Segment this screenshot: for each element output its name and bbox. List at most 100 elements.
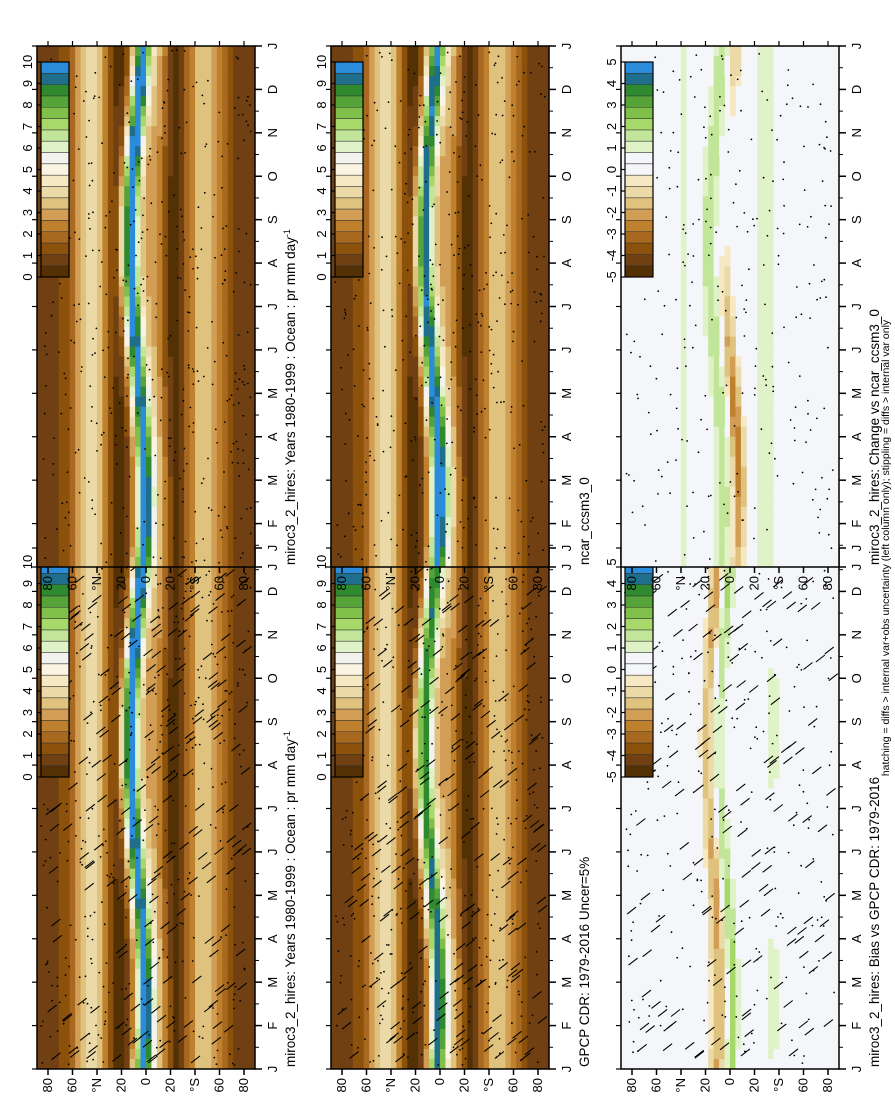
heat-cell <box>331 1058 337 1069</box>
heat-cell <box>102 737 109 749</box>
heat-cell <box>429 727 435 739</box>
heat-cell <box>238 858 245 869</box>
heat-cell <box>494 597 501 609</box>
heat-cell <box>249 717 256 729</box>
heat-cell <box>390 697 397 709</box>
heat-cell <box>521 627 528 639</box>
heat-cell <box>135 577 141 589</box>
heat-cell <box>124 928 131 939</box>
heat-cell <box>162 1048 169 1059</box>
heat-cell <box>407 1058 414 1069</box>
heat-cell <box>396 647 403 659</box>
heat-cell <box>429 607 435 619</box>
heat-cell <box>434 758 441 769</box>
heat-cell <box>156 647 163 659</box>
heat-cell <box>80 928 87 939</box>
heat-cell <box>331 828 337 839</box>
heat-cell <box>450 838 457 849</box>
heat-cell <box>222 737 229 749</box>
heat-cell <box>543 687 550 699</box>
heat-cell <box>146 878 152 889</box>
heat-cell <box>205 1008 212 1019</box>
heat-cell <box>135 838 141 849</box>
heat-cell <box>96 988 103 999</box>
heat-cell <box>53 818 60 829</box>
heat-cell <box>135 717 141 729</box>
hatch-line <box>188 825 199 834</box>
heat-cell <box>156 1058 163 1069</box>
heat-cell <box>450 868 457 879</box>
heat-cell <box>227 858 234 869</box>
heat-cell <box>205 898 212 909</box>
heat-cell <box>450 587 457 599</box>
heat-cell <box>211 898 218 909</box>
heat-cell <box>456 737 463 749</box>
heat-cell <box>418 727 425 739</box>
heat-cell <box>483 788 490 799</box>
heat-cell <box>450 918 457 929</box>
heat-cell <box>385 737 392 749</box>
heat-cell <box>184 677 190 689</box>
heat-cell <box>118 647 125 659</box>
hatch-line <box>102 754 112 763</box>
heat-cell <box>467 988 474 999</box>
heat-cell <box>146 778 152 789</box>
heat-cell <box>516 667 523 679</box>
heat-cell <box>489 978 495 989</box>
stipple-dot <box>214 826 217 829</box>
heat-cell <box>472 838 479 849</box>
heat-cell <box>184 818 190 829</box>
heat-cell <box>385 998 392 1009</box>
heat-cell <box>538 627 544 639</box>
heat-cell <box>156 1028 163 1039</box>
heat-cell <box>140 868 147 879</box>
stipple-dot <box>152 941 155 944</box>
stipple-dot <box>528 1022 531 1024</box>
heat-cell <box>222 1018 229 1029</box>
heat-cell <box>374 888 381 899</box>
heat-cell <box>146 848 152 859</box>
heat-cell <box>396 587 403 599</box>
heat-cell <box>423 998 430 1009</box>
heat-cell <box>205 868 212 879</box>
heat-cell <box>532 948 539 959</box>
heat-cell <box>140 888 147 899</box>
heat-cell <box>489 707 495 719</box>
hatch-line <box>73 621 84 630</box>
heat-cell <box>494 647 501 659</box>
stipple-dot <box>449 886 451 889</box>
heat-cell <box>385 627 392 639</box>
heat-cell <box>173 868 180 879</box>
heat-cell <box>450 617 457 629</box>
heat-cell <box>37 1058 43 1069</box>
heat-cell <box>135 798 141 809</box>
heat-cell <box>429 597 435 609</box>
stipple-dot <box>502 958 504 961</box>
heat-cell <box>521 567 528 579</box>
heat-cell <box>140 788 147 799</box>
heat-cell <box>69 697 76 709</box>
hatch-line <box>80 623 91 632</box>
heat-cell <box>390 607 397 619</box>
hatch-line <box>118 596 128 604</box>
heat-cell <box>200 577 207 589</box>
heat-cell <box>461 778 468 789</box>
heat-cell <box>118 918 125 929</box>
heat-cell <box>244 747 250 759</box>
heat-cell <box>129 587 136 599</box>
heat-cell <box>521 617 528 629</box>
heat-cell <box>445 938 452 949</box>
heat-cell <box>42 918 49 929</box>
heat-cell <box>401 737 408 749</box>
heat-cell <box>445 808 452 819</box>
heat-cell <box>374 697 381 709</box>
heat-cell <box>440 647 446 659</box>
heat-cell <box>167 788 174 799</box>
heat-cell <box>222 928 229 939</box>
hatch-line <box>217 679 227 688</box>
heat-cell <box>516 697 523 709</box>
heat-cell <box>64 778 71 789</box>
heat-cell <box>96 838 103 849</box>
heat-cell <box>461 848 468 859</box>
heat-cell <box>543 918 550 929</box>
